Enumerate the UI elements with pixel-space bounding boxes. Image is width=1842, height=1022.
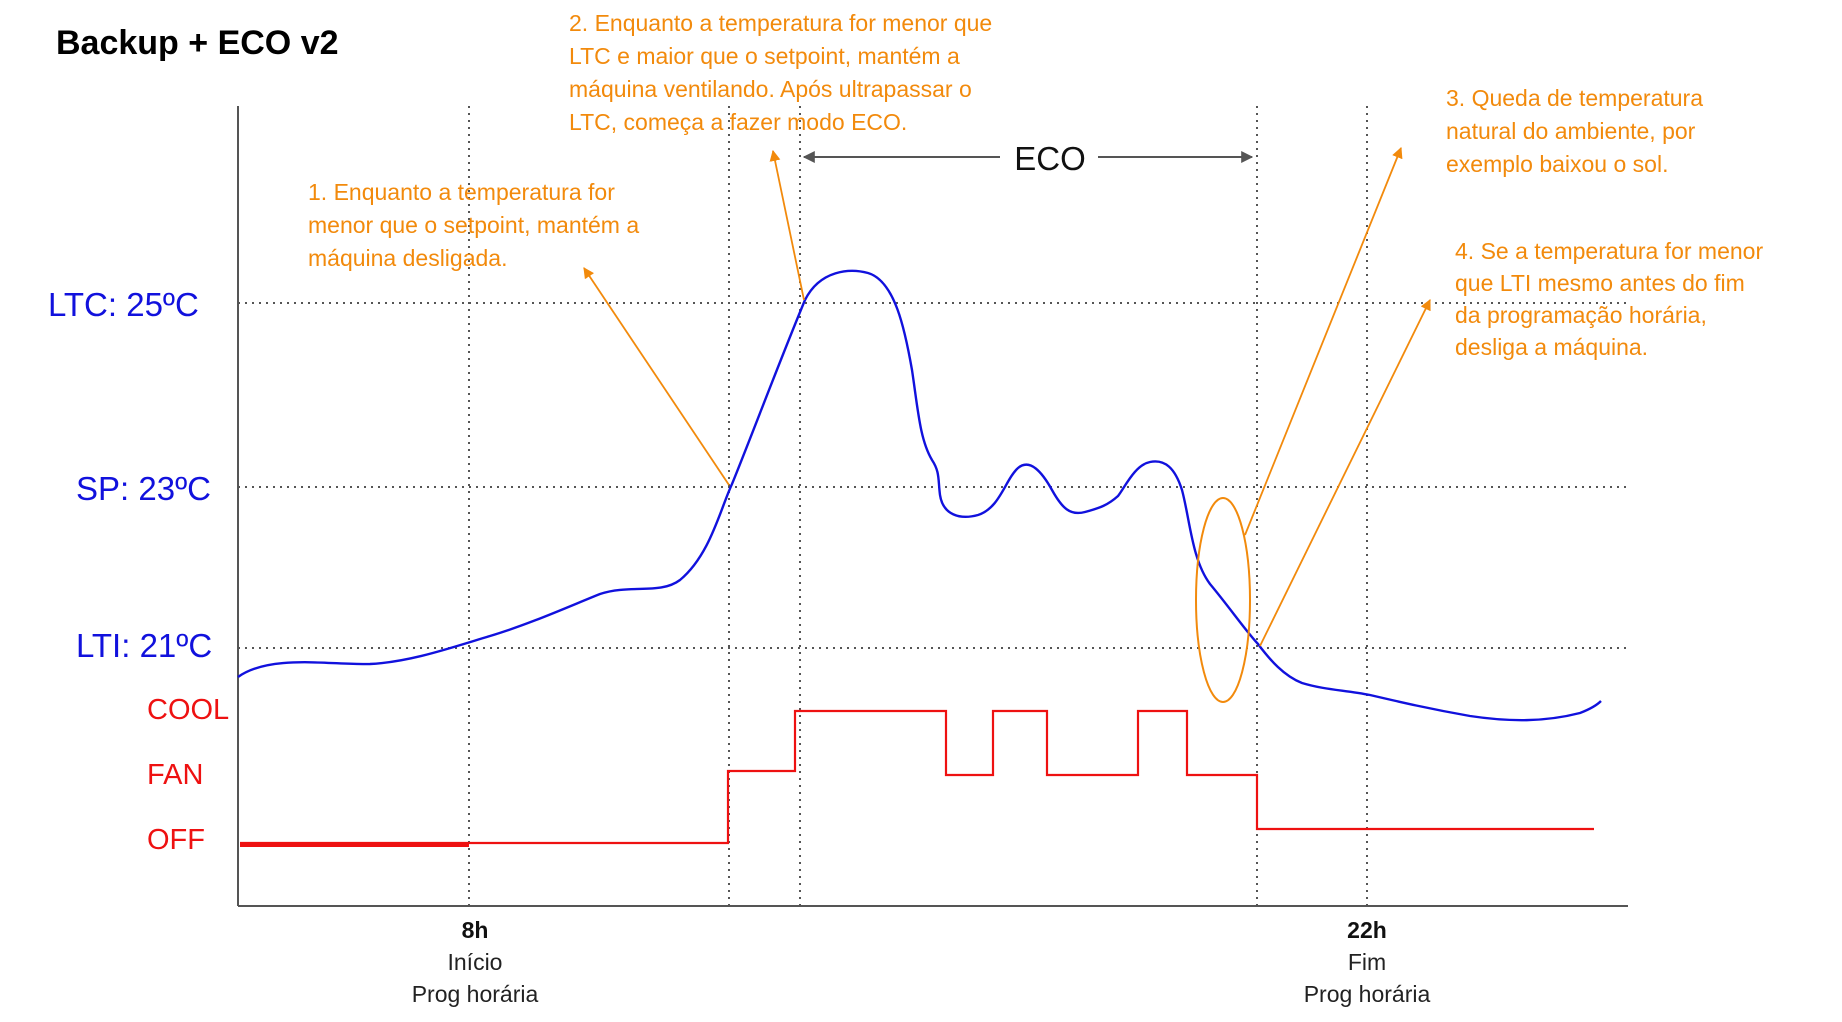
cool-label: COOL xyxy=(147,694,229,726)
note4: 4. Se a temperatura for menor que LTI me… xyxy=(1455,238,1770,360)
off-label: OFF xyxy=(147,824,205,856)
fan-label: FAN xyxy=(147,759,203,791)
note1-arrow xyxy=(583,267,730,486)
machine-state-line xyxy=(240,709,1594,845)
note2-line: LTC, começa a fazer modo ECO. xyxy=(569,109,907,135)
sp-label: SP: 23ºC xyxy=(76,470,211,507)
end-caption-line2: Prog horária xyxy=(1304,981,1431,1007)
note2: 2. Enquanto a temperatura for menor que … xyxy=(569,10,999,135)
start-time-label: 8h xyxy=(462,917,489,943)
temperature-curve xyxy=(237,269,1602,722)
note2-line: LTC e maior que o setpoint, mantém a xyxy=(569,43,960,69)
note2-line: 2. Enquanto a temperatura for menor que xyxy=(569,10,992,36)
end-caption-line1: Fim xyxy=(1348,949,1386,975)
note4-line: desliga a máquina. xyxy=(1455,334,1648,360)
start-caption-line1: Início xyxy=(448,949,503,975)
note4-line: 4. Se a temperatura for menor xyxy=(1455,238,1763,264)
start-caption-line2: Prog horária xyxy=(412,981,539,1007)
lti-crossing-highlight xyxy=(1195,497,1251,703)
eco-label: ECO xyxy=(1014,140,1086,177)
note3: 3. Queda de temperatura natural do ambie… xyxy=(1446,85,1709,177)
note3-line: exemplo baixou o sol. xyxy=(1446,151,1668,177)
note1: 1. Enquanto a temperatura for menor que … xyxy=(308,179,646,271)
note1-line: menor que o setpoint, mantém a xyxy=(308,212,639,238)
diagram-title: Backup + ECO v2 xyxy=(56,24,339,62)
note2-arrow xyxy=(769,149,805,301)
note3-line: 3. Queda de temperatura xyxy=(1446,85,1703,111)
note1-line: máquina desligada. xyxy=(308,245,507,271)
note3-arrow xyxy=(1244,146,1403,536)
note3-line: natural do ambiente, por xyxy=(1446,118,1696,144)
ltc-label: LTC: 25ºC xyxy=(48,286,199,323)
note2-line: máquina ventilando. Após ultrapassar o xyxy=(569,76,972,102)
note1-line: 1. Enquanto a temperatura for xyxy=(308,179,615,205)
note4-line: da programação horária, xyxy=(1455,302,1707,328)
lti-label: LTI: 21ºC xyxy=(76,627,212,664)
note4-arrow xyxy=(1259,299,1431,647)
end-time-label: 22h xyxy=(1347,917,1387,943)
note4-line: que LTI mesmo antes do fim xyxy=(1455,270,1745,296)
